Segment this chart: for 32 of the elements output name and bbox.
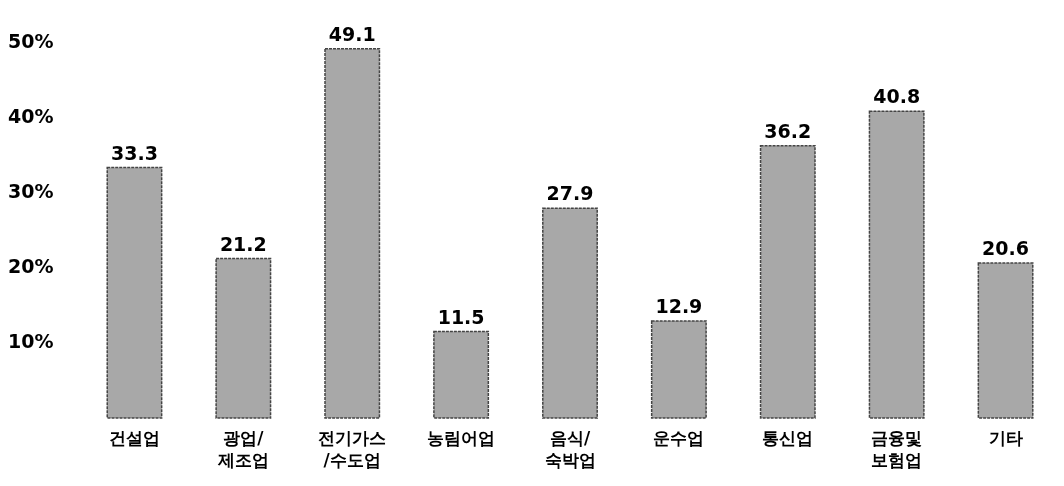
data-label: 40.8 <box>873 85 921 108</box>
data-label: 49.1 <box>328 22 376 45</box>
x-tick-label: 건설업 <box>108 428 160 448</box>
y-tick-label: 20% <box>8 255 54 278</box>
data-label: 27.9 <box>546 182 594 205</box>
y-tick-label: 40% <box>8 104 54 127</box>
bar <box>106 166 163 419</box>
x-tick-label: 기타 <box>988 428 1023 448</box>
bar <box>650 320 707 419</box>
x-tick-label: 음식/ 숙박업 <box>544 428 596 470</box>
bar <box>542 207 598 419</box>
data-label: 33.3 <box>111 141 158 164</box>
data-label: 12.9 <box>655 294 703 317</box>
x-tick-label: 농림어업 <box>427 428 496 448</box>
bar <box>215 257 272 419</box>
x-tick-label: 광업/ 제조업 <box>216 428 269 470</box>
y-tick-label: 10% <box>8 330 54 353</box>
x-tick-label: 금융및 보험업 <box>871 428 923 470</box>
data-label: 36.2 <box>764 119 812 142</box>
y-tick-label: 50% <box>8 29 54 52</box>
x-tick-label: 통신업 <box>762 428 814 448</box>
data-label: 21.2 <box>219 232 267 255</box>
bar <box>977 262 1034 419</box>
data-label: 11.5 <box>437 305 485 328</box>
x-tick-label: 전기가스 /수도업 <box>318 428 387 470</box>
bar <box>868 110 925 419</box>
bar <box>759 145 816 419</box>
x-tick-label: 운수업 <box>653 428 705 448</box>
y-tick-label: 30% <box>8 179 54 202</box>
bar <box>324 48 381 419</box>
data-label: 20.6 <box>982 237 1029 260</box>
bar <box>433 330 490 419</box>
